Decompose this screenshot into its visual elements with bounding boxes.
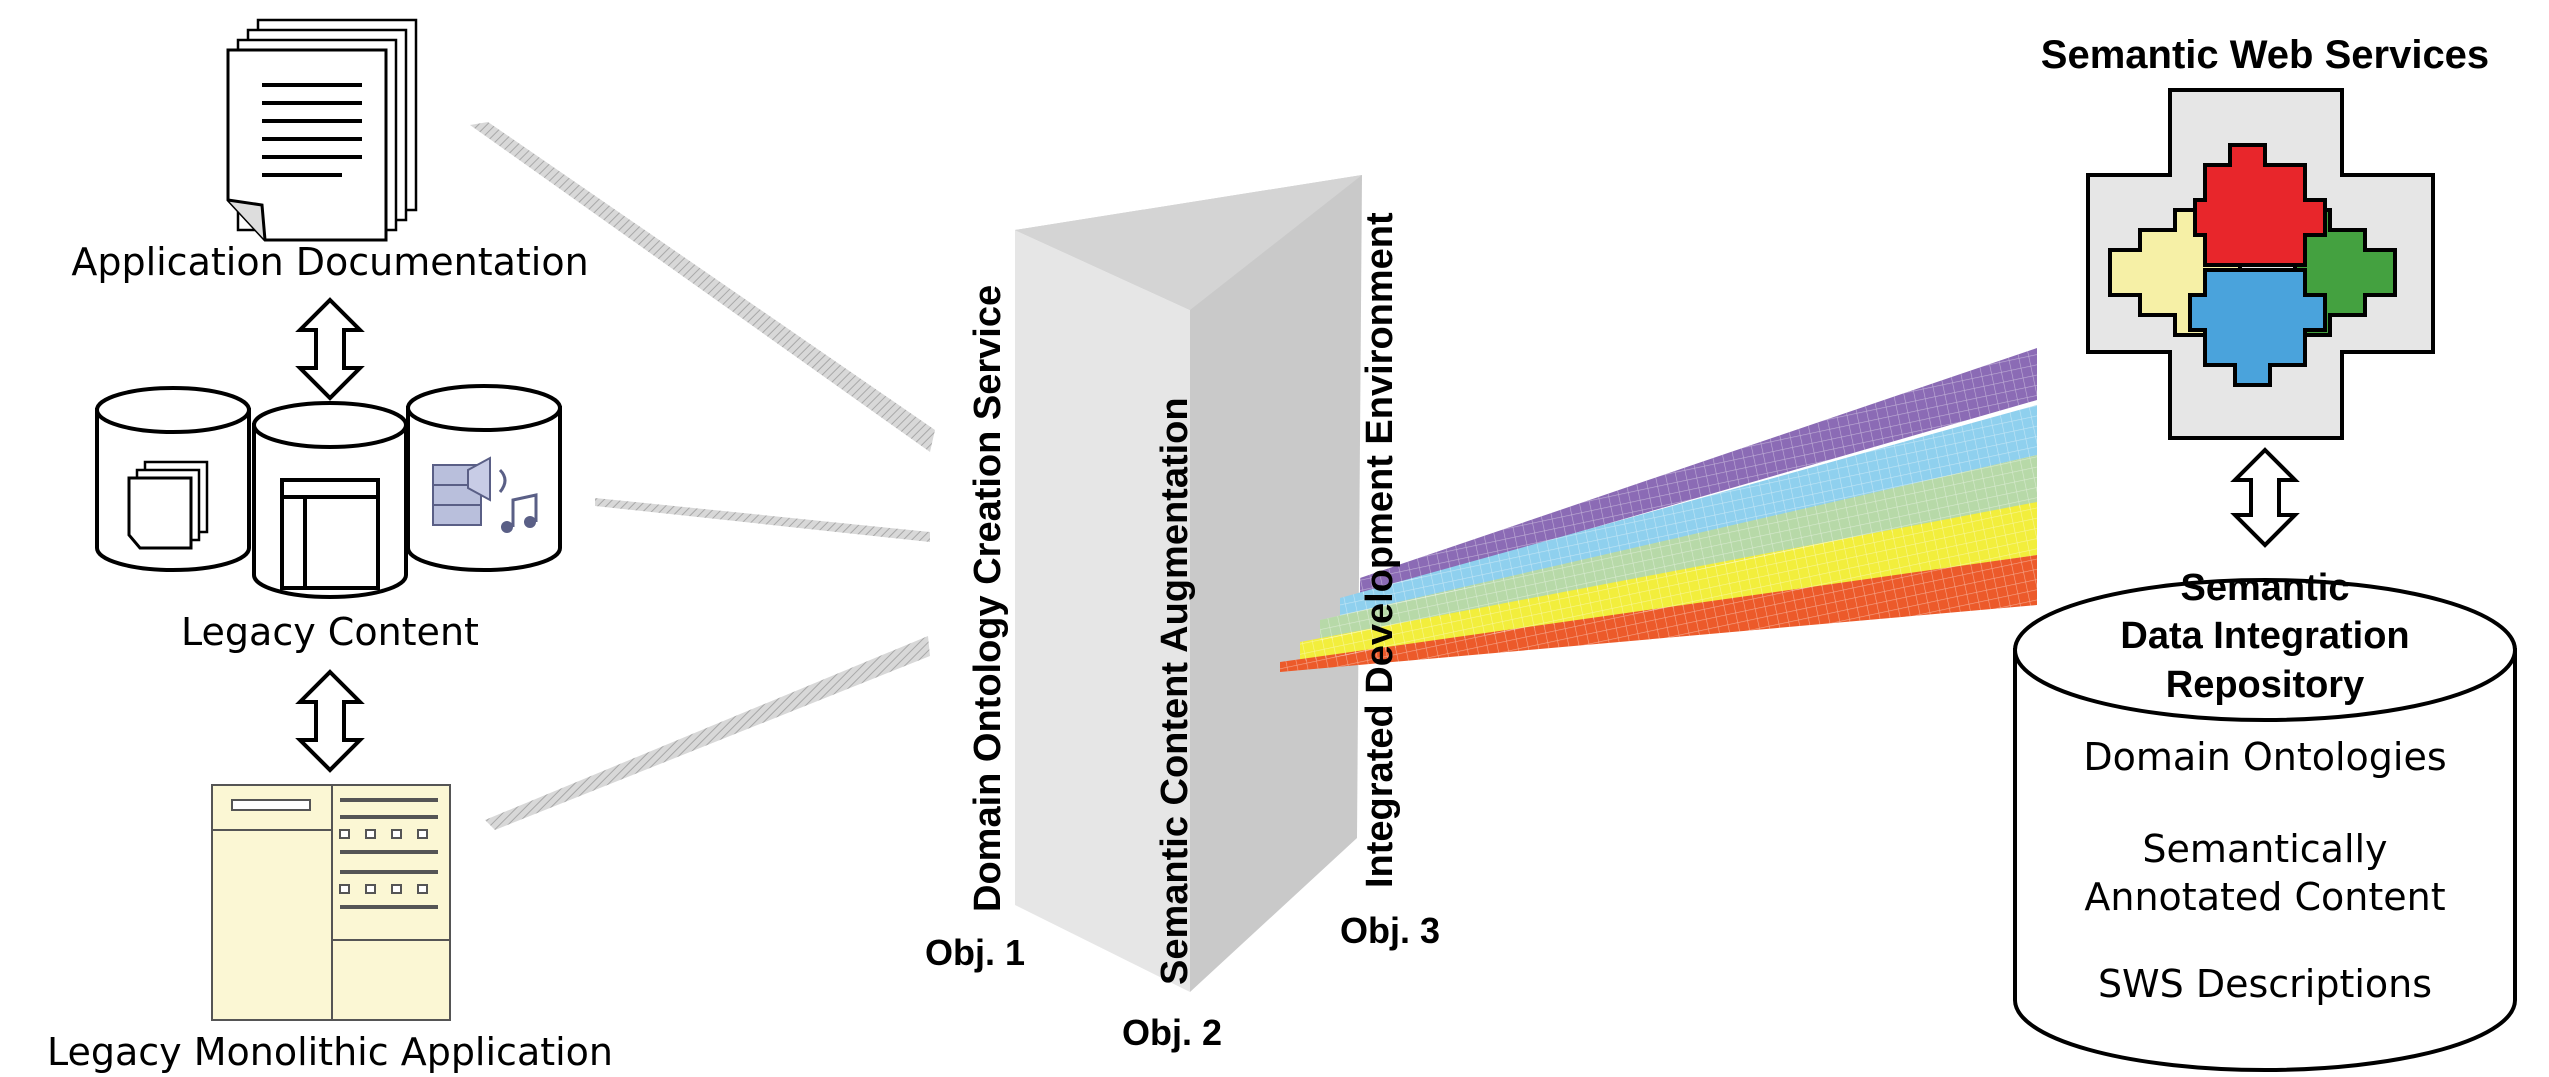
prism-face-1-label: Domain Ontology Creation Service (967, 285, 1009, 912)
repository-cylinder-icon (2013, 578, 2517, 1072)
database-cylinder-icon (252, 401, 408, 599)
obj-3-label: Obj. 3 (1340, 910, 1440, 951)
input-beam (470, 122, 935, 452)
puzzle-cross-icon (2086, 88, 2435, 440)
repository-title-line-2: Data Integration (2120, 615, 2409, 657)
database-cylinder-icon (406, 384, 562, 572)
application-window-icon (211, 784, 451, 1021)
prism-face-left (1015, 230, 1190, 992)
obj-1-label: Obj. 1 (925, 932, 1025, 973)
repository-item-sws-descriptions: SWS Descriptions (2098, 962, 2432, 1006)
double-arrow-icon (295, 669, 365, 773)
repository-item-domain-ontologies: Domain Ontologies (2083, 735, 2446, 779)
double-arrow-icon (2230, 447, 2300, 548)
obj-2-label: Obj. 2 (1122, 1012, 1222, 1053)
media-icon (432, 456, 538, 533)
prism-face-2-label: Semantic Content Augmentation (1154, 397, 1196, 985)
prism (1015, 175, 1362, 992)
input-beam (595, 498, 930, 542)
prism-top (1015, 175, 1362, 310)
output-rainbow (1280, 348, 2037, 672)
legacy-content-label: Legacy Content (181, 610, 479, 654)
repository-title-line-1: Semantic (2181, 567, 2350, 609)
repository-title-line-3: Repository (2166, 664, 2364, 706)
input-beam (485, 636, 930, 830)
prism-face-3-label: Integrated Development Environment (1359, 212, 1401, 888)
database-cylinder-icon (95, 386, 251, 572)
double-arrow-icon (295, 297, 365, 401)
sws-title: Semantic Web Services (2041, 33, 2489, 77)
legacy-monolithic-application-label: Legacy Monolithic Application (47, 1030, 613, 1074)
application-documentation-label: Application Documentation (71, 240, 588, 284)
repository-item-annotated-line-1: Semantically (2142, 827, 2387, 871)
repository-item-annotated-line-2: Annotated Content (2084, 875, 2445, 919)
document-stack-icon (226, 18, 418, 242)
